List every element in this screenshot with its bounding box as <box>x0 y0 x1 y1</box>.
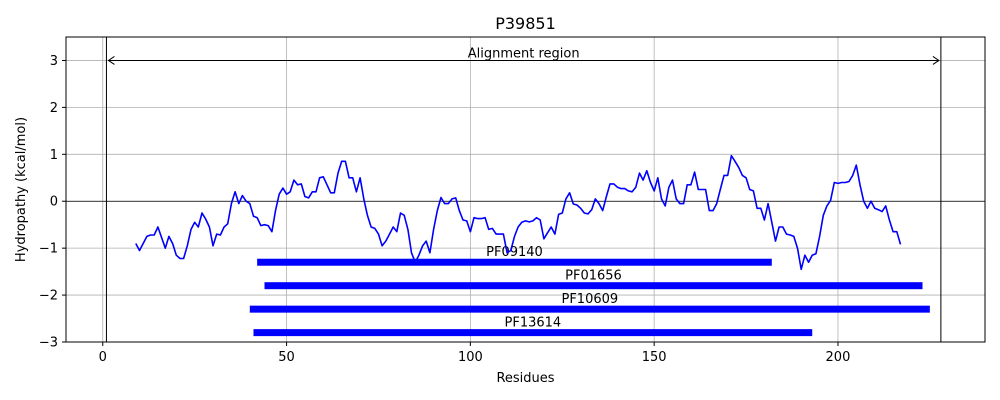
hydropathy-line <box>135 154 902 271</box>
y-tick-label: 3 <box>50 54 58 69</box>
domain-bars: PF09140 PF01656 PF10609 PF13614 <box>249 245 930 337</box>
x-tick-label: 0 <box>99 350 107 365</box>
y-tick-label: 0 <box>50 195 58 210</box>
domain-label: PF01656 <box>565 269 622 284</box>
x-tick-label: 200 <box>826 350 851 365</box>
x-axis-label: Residues <box>496 371 554 386</box>
domain-bar <box>253 329 813 337</box>
y-tick-label: −1 <box>39 242 58 257</box>
x-tick-label: 150 <box>642 350 667 365</box>
arrow-head-right <box>932 56 940 65</box>
x-tick-label: 100 <box>458 350 483 365</box>
domain-label: PF13614 <box>505 316 562 331</box>
y-tick-label: −2 <box>39 289 58 304</box>
reference-lines <box>66 37 985 342</box>
axis-ticks: 0 50 100 150 200 −3 −2 −1 0 1 2 3 <box>39 54 851 365</box>
chart-title: P39851 <box>495 14 556 33</box>
domain-bar <box>264 282 923 290</box>
domain-bar <box>249 305 930 313</box>
x-tick-label: 50 <box>278 350 295 365</box>
arrow-head-left <box>107 56 115 65</box>
y-axis-label: Hydropathy (kcal/mol) <box>14 117 29 262</box>
y-tick-label: −3 <box>39 336 58 351</box>
alignment-annotation: Alignment region <box>107 46 940 65</box>
y-tick-label: 2 <box>50 101 58 116</box>
series-group <box>135 154 902 271</box>
plot-frame <box>65 36 986 343</box>
alignment-label: Alignment region <box>468 46 580 61</box>
domain-label: PF09140 <box>486 245 543 260</box>
y-tick-label: 1 <box>50 148 58 163</box>
domain-bar <box>257 258 772 266</box>
grid <box>66 37 985 343</box>
domain-label: PF10609 <box>561 292 618 307</box>
